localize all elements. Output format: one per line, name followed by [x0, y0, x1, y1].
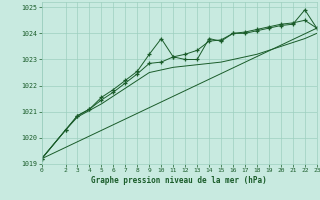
X-axis label: Graphe pression niveau de la mer (hPa): Graphe pression niveau de la mer (hPa): [91, 176, 267, 185]
